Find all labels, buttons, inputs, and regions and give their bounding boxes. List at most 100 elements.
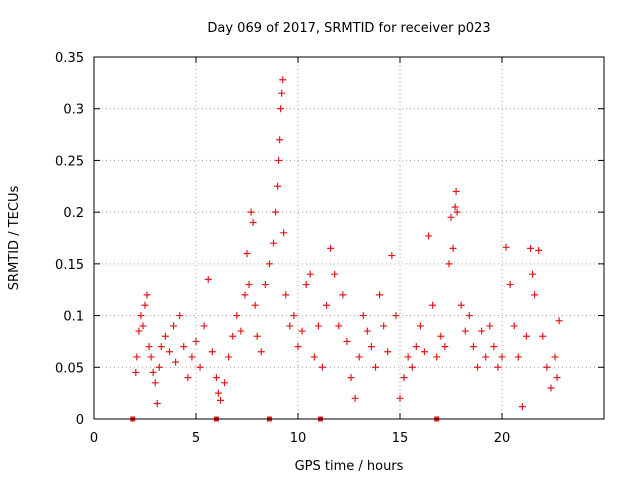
data-point [343,337,351,345]
data-point [551,353,559,361]
data-point [380,322,388,330]
data-point [135,327,143,335]
data-point [318,363,326,371]
y-tick-label: 0.15 [55,258,84,273]
data-point [149,368,157,376]
data-point [429,301,437,309]
data-point [265,260,273,268]
data-point [465,312,473,320]
data-point [543,363,551,371]
data-point [555,317,563,325]
data-point [388,252,396,260]
data-point [151,379,159,387]
data-point [451,203,459,211]
data-point [282,291,290,299]
data-point [494,363,502,371]
axis-ticks: 0 5 10 15 20 0 0.05 0.1 0.15 0.2 0.25 0.3 0.35 [55,51,604,446]
data-point [404,353,412,361]
data-point [275,156,283,164]
data-point [553,374,561,382]
chart-title: Day 069 of 2017, SRMTID for receiver p02… [207,21,490,36]
data-point [237,327,245,335]
data-point [225,353,233,361]
y-tick-label: 0.2 [63,206,84,221]
y-tick-label: 0.3 [63,103,84,118]
data-point [192,337,200,345]
data-point [165,348,173,356]
data-point [531,291,539,299]
data-point [335,322,343,330]
y-tick-label: 0.1 [63,310,84,325]
data-point [298,327,306,335]
plot-frame [93,56,605,420]
data-point [457,301,465,309]
data-point [188,353,196,361]
data-point [339,291,347,299]
data-point [137,312,145,320]
data-point [229,332,237,340]
data-point [367,343,375,351]
data-point [433,353,441,361]
data-point [323,301,331,309]
data-point [392,312,400,320]
data-point [506,281,514,289]
data-point [241,291,249,299]
data-point [518,403,526,411]
data-point [363,327,371,335]
data-point [447,213,455,221]
y-tick-label: 0 [76,413,84,428]
data-point [153,399,161,407]
data-point [396,394,404,402]
data-point [302,281,310,289]
data-point [274,182,282,190]
data-point [502,243,510,251]
data-point [279,76,287,84]
data-point [376,291,384,299]
data-point [469,343,477,351]
data-point [200,322,208,330]
data-point [347,374,355,382]
data-point [412,343,420,351]
data-point [204,275,212,283]
data-point [359,312,367,320]
data-point [539,332,547,340]
data-point [212,374,220,382]
data-point [277,105,285,113]
data-point [172,358,180,366]
data-point [490,343,498,351]
data-point [170,322,178,330]
data-point [278,89,286,97]
data-point [161,332,169,340]
data-point [529,270,537,278]
data-point [522,332,530,340]
data-point [547,384,555,392]
data-point [272,208,280,216]
data-point [180,343,188,351]
data-point [257,348,265,356]
data-point [461,327,469,335]
data-point [416,322,424,330]
data-point [233,312,241,320]
data-point [331,270,339,278]
data-point [384,348,392,356]
x-tick-label: 10 [290,431,307,446]
data-point [208,348,216,356]
data-points [130,76,563,422]
data-point [452,187,460,195]
y-tick-label: 0.35 [55,51,84,66]
data-point [184,374,192,382]
data-point [400,374,408,382]
data-point [514,353,522,361]
x-tick-label: 0 [90,431,98,446]
x-tick-label: 20 [494,431,511,446]
data-point [145,343,153,351]
data-point [425,232,433,240]
data-point [249,218,257,226]
data-point [286,322,294,330]
x-axis-label: GPS time / hours [295,459,404,474]
data-point [214,389,222,397]
data-point [445,260,453,268]
data-point [247,208,255,216]
grid-lines [94,57,604,419]
x-tick-label: 15 [392,431,409,446]
